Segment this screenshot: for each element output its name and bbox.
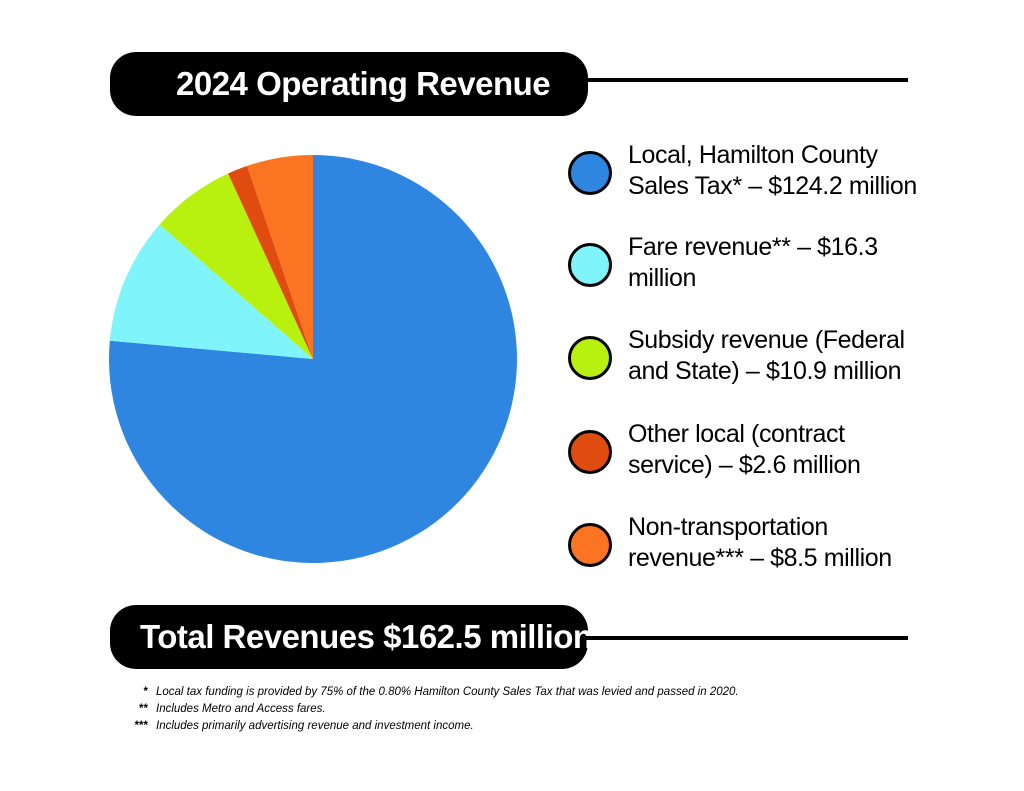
legend-label-local-sales-tax: Local, Hamilton County Sales Tax* – $124…: [628, 141, 917, 200]
pie-slice-subsidy-revenue: [159, 173, 313, 359]
footnote-3: *** Includes primarily advertising reven…: [120, 718, 940, 735]
footnote-2-mark: **: [139, 703, 148, 715]
footnotes: * Local tax funding is provided by 75% o…: [120, 684, 940, 735]
pie-slice-non-transportation: [247, 155, 313, 359]
legend-item-non-transportation: Non-transportation revenue*** – $8.5 mil…: [568, 512, 918, 576]
footnote-1-mark: *: [143, 686, 148, 698]
pie-slice-local-sales-tax: [108, 155, 517, 563]
legend-swatch-other-local: [568, 430, 612, 474]
total-divider: [586, 636, 908, 640]
total-revenues-label: Total Revenues $162.5 million: [110, 605, 593, 669]
footnote-1: * Local tax funding is provided by 75% o…: [120, 684, 940, 701]
legend-item-other-local: Other local (contract service) – $2.6 mi…: [568, 419, 918, 483]
legend-label-fare-revenue: Fare revenue** – $16.3 million: [628, 233, 878, 292]
pie-slices: [108, 155, 517, 563]
title-divider: [586, 78, 908, 82]
pie-slice-other-local: [228, 165, 313, 359]
legend-swatch-local-sales-tax: [568, 151, 612, 195]
legend-swatch-subsidy-revenue: [568, 336, 612, 380]
legend-label-subsidy-revenue: Subsidy revenue (Federal and State) – $1…: [628, 326, 905, 385]
legend-item-local-sales-tax: Local, Hamilton County Sales Tax* – $124…: [568, 140, 918, 204]
legend-item-fare-revenue: Fare revenue** – $16.3 million: [568, 232, 918, 296]
legend-label-other-local: Other local (contract service) – $2.6 mi…: [628, 420, 861, 479]
legend-item-subsidy-revenue: Subsidy revenue (Federal and State) – $1…: [568, 325, 918, 389]
footnote-2-text: Includes Metro and Access fares.: [156, 703, 326, 715]
footnote-3-mark: ***: [134, 720, 148, 732]
footnote-3-text: Includes primarily advertising revenue a…: [156, 720, 474, 732]
pie-slice-fare-revenue: [109, 224, 313, 359]
chart-title: 2024 Operating Revenue: [110, 52, 588, 116]
footnote-2: ** Includes Metro and Access fares.: [120, 701, 940, 718]
legend-swatch-non-transportation: [568, 523, 612, 567]
footnote-1-text: Local tax funding is provided by 75% of …: [156, 686, 739, 698]
legend-label-non-transportation: Non-transportation revenue*** – $8.5 mil…: [628, 513, 892, 572]
legend-swatch-fare-revenue: [568, 243, 612, 287]
